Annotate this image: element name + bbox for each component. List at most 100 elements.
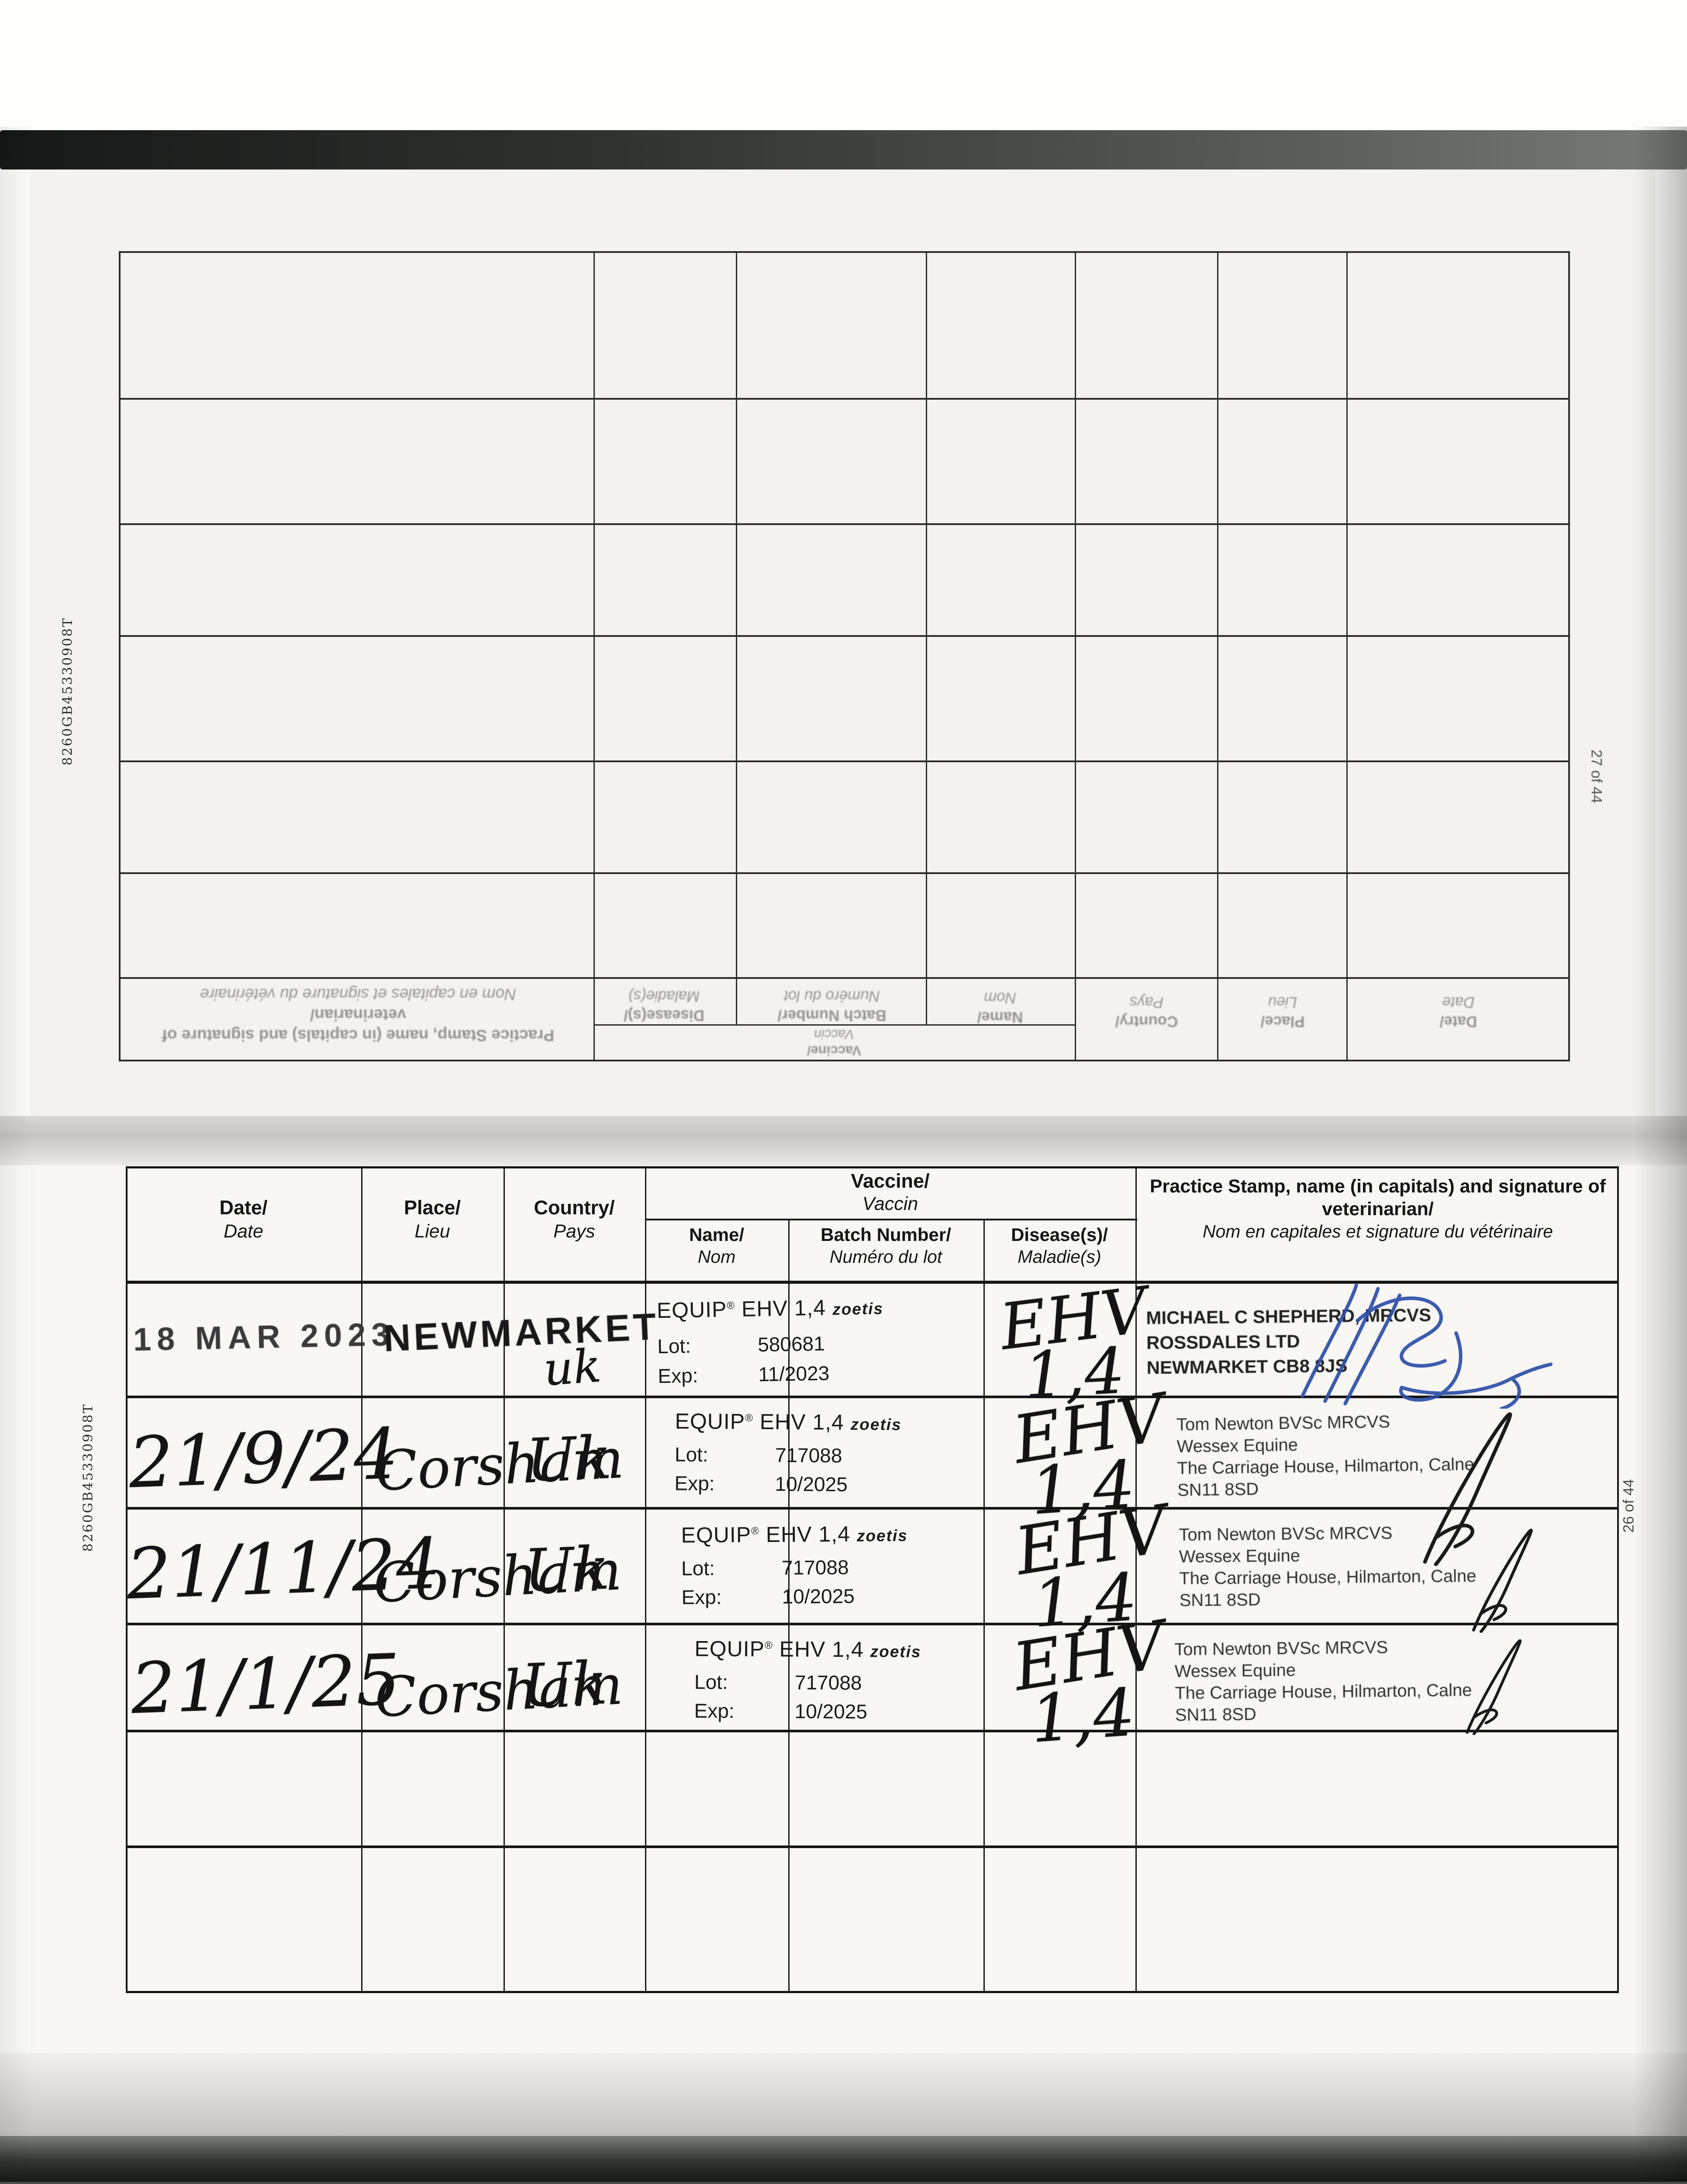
left-edge-shadow — [0, 127, 35, 2182]
grid-line — [926, 251, 927, 1024]
grid-line — [983, 1219, 985, 1993]
grid-line — [126, 1166, 128, 1993]
header-place-fr: Lieu — [414, 1221, 450, 1242]
page-number-bottom: 26 of 44 — [1620, 1479, 1637, 1533]
row3-signature — [1472, 1528, 1533, 1633]
header-disease-en: Disease(s)/ — [1011, 1224, 1108, 1245]
vaccine-brand-logo: zoetis — [850, 1415, 902, 1434]
vaccine-name: EQUIP — [675, 1409, 745, 1434]
grid-line — [119, 872, 1570, 874]
row1-country-handwritten: uk — [542, 1339, 603, 1396]
row4-disease-line2: 1,4 — [1028, 1674, 1138, 1758]
grid-line — [119, 398, 1570, 400]
ghost-name-en: Name/ — [977, 1009, 1023, 1026]
vaccine-brand-logo: zoetis — [870, 1642, 921, 1661]
grid-line — [593, 251, 595, 1061]
grid-line — [645, 1166, 646, 1993]
vaccination-table — [126, 1166, 1619, 1993]
grid-line — [788, 1219, 790, 1993]
header-vaccine-en: Vaccine/ — [851, 1170, 930, 1192]
ghost-vaccine-en: Vaccine/ — [807, 1043, 862, 1058]
grid-line — [1135, 1166, 1137, 1993]
grid-line — [126, 1507, 1619, 1510]
registered-mark: ® — [764, 1639, 773, 1652]
row1-exp-value: 11/2023 — [758, 1362, 830, 1386]
header-batch-fr: Numéro du lot — [829, 1247, 942, 1267]
ghost-place-header: Place/ Lieu — [1222, 992, 1343, 1031]
ghost-place-en: Place/ — [1260, 1013, 1305, 1030]
ghost-disease-header: Disease(s)/ Maladie(s) — [597, 986, 731, 1025]
grid-line — [736, 251, 737, 1024]
row4-stamp-line3: The Carriage House, Hilmarton, Calne — [1175, 1680, 1472, 1703]
vaccine-brand-logo: zoetis — [832, 1299, 884, 1319]
grid-line — [1217, 251, 1218, 1061]
ghost-date-header: Date/ Date — [1350, 992, 1566, 1031]
header-country: Country/ Pays — [504, 1196, 645, 1243]
row3-stamp-line3: The Carriage House, Hilmarton, Calne — [1179, 1566, 1477, 1588]
row2-exp-value: 10/2025 — [775, 1472, 848, 1496]
row2-date-handwritten: 21/9/24 — [127, 1413, 400, 1504]
lot-label: Lot: — [694, 1670, 728, 1693]
ghost-vaccine-fr: Vaccin — [814, 1027, 854, 1042]
exp-label: Exp: — [657, 1364, 698, 1388]
row4-exp-value: 10/2025 — [794, 1700, 868, 1723]
ghost-stamp-header-en: Practice Stamp, name (in capitals) and s… — [162, 1006, 555, 1044]
bottom-page-curve-shade — [0, 2053, 1687, 2136]
top-page-paper — [31, 169, 1655, 1116]
row4-stamp-line4: SN11 8SD — [1175, 1704, 1257, 1725]
vaccine-type: EHV 1,4 — [779, 1637, 864, 1662]
grid-line — [645, 1219, 1137, 1220]
row3-stamp-line2: Wessex Equine — [1179, 1546, 1301, 1566]
header-date-en: Date/ — [219, 1196, 268, 1219]
grid-line — [126, 1396, 1619, 1398]
grid-line — [119, 977, 1570, 979]
ghost-country-header: Country/ Pays — [1080, 992, 1213, 1031]
registered-mark: ® — [751, 1525, 759, 1537]
grid-line — [126, 1991, 1619, 1993]
document-code-top: 8260GB45330908T — [60, 617, 76, 766]
grid-line — [119, 760, 1570, 762]
book-cover-top-edge — [0, 130, 1687, 169]
lot-label: Lot: — [657, 1334, 691, 1358]
ghost-country-fr: Pays — [1129, 994, 1164, 1011]
vaccine-type: EHV 1,4 — [759, 1409, 845, 1435]
exp-label: Exp: — [674, 1472, 715, 1495]
vaccine-type: EHV 1,4 — [741, 1295, 826, 1321]
page-number-top: 27 of 44 — [1588, 750, 1605, 803]
ghost-batch-en: Batch Number/ — [777, 1007, 887, 1024]
vaccine-brand-logo: zoetis — [856, 1526, 908, 1545]
row4-stamp-line2: Wessex Equine — [1174, 1660, 1296, 1681]
ghost-disease-en: Disease(s)/ — [624, 1007, 704, 1024]
row2-signature — [1423, 1412, 1512, 1566]
grid-line — [119, 251, 121, 1061]
header-date-fr: Date — [224, 1221, 263, 1242]
row2-lot-value: 717088 — [775, 1444, 842, 1467]
ghost-stamp-header: Practice Stamp, name (in capitals) and s… — [140, 984, 576, 1046]
grid-line — [1346, 251, 1348, 1061]
header-date: Date/ Date — [126, 1196, 361, 1243]
ghost-batch-fr: Numéro du lot — [784, 988, 880, 1005]
header-name-fr: Nom — [697, 1247, 736, 1267]
row3-vet-stamp: Tom Newton BVSc MRCVS Wessex Equine The … — [1179, 1521, 1477, 1611]
header-name: Name/ Nom — [645, 1224, 788, 1268]
page-fold-shadow — [0, 1116, 1687, 1165]
lot-label: Lot: — [681, 1557, 715, 1580]
row4-date-handwritten: 21/1/25 — [129, 1638, 402, 1730]
grid-line — [126, 1281, 1619, 1284]
grid-line — [361, 1166, 362, 1993]
grid-line — [126, 1845, 1619, 1848]
grid-line — [119, 635, 1570, 637]
grid-line — [1075, 251, 1076, 1061]
header-country-fr: Pays — [553, 1221, 595, 1242]
exp-label: Exp: — [694, 1699, 735, 1722]
row4-lot-value: 717088 — [794, 1671, 862, 1694]
ghost-name-fr: Nom — [984, 989, 1016, 1006]
book-cover-bottom-edge — [0, 2136, 1687, 2182]
registered-mark: ® — [745, 1412, 753, 1424]
lot-label: Lot: — [674, 1443, 708, 1466]
vaccine-name: EQUIP — [681, 1522, 752, 1548]
row1-signature — [1301, 1283, 1553, 1409]
grid-line — [126, 1623, 1619, 1625]
ghost-batch-header: Batch Number/ Numéro du lot — [742, 986, 921, 1025]
exp-label: Exp: — [681, 1585, 722, 1609]
